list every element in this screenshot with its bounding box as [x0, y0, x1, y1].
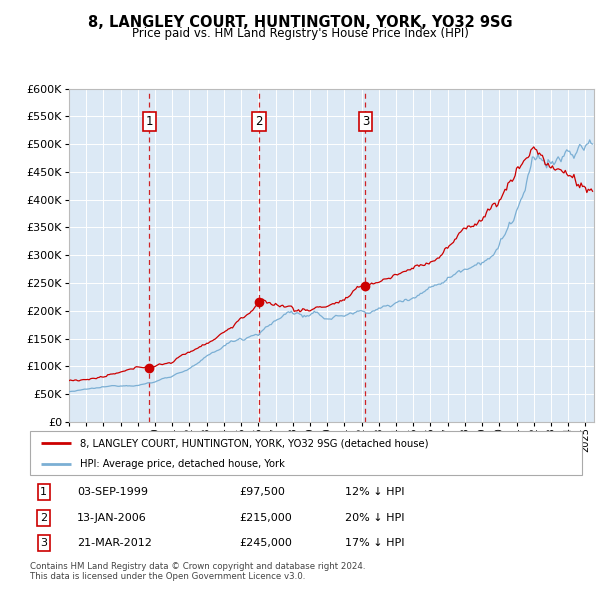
Text: £215,000: £215,000 [240, 513, 293, 523]
Text: 2: 2 [255, 115, 263, 129]
Text: 8, LANGLEY COURT, HUNTINGTON, YORK, YO32 9SG: 8, LANGLEY COURT, HUNTINGTON, YORK, YO32… [88, 15, 512, 30]
Text: 12% ↓ HPI: 12% ↓ HPI [344, 487, 404, 497]
Text: 3: 3 [362, 115, 369, 129]
Text: HPI: Average price, detached house, York: HPI: Average price, detached house, York [80, 459, 284, 469]
Text: Price paid vs. HM Land Registry's House Price Index (HPI): Price paid vs. HM Land Registry's House … [131, 27, 469, 40]
Text: 8, LANGLEY COURT, HUNTINGTON, YORK, YO32 9SG (detached house): 8, LANGLEY COURT, HUNTINGTON, YORK, YO32… [80, 438, 428, 448]
Text: 17% ↓ HPI: 17% ↓ HPI [344, 538, 404, 548]
Text: 1: 1 [146, 115, 153, 129]
Text: 21-MAR-2012: 21-MAR-2012 [77, 538, 152, 548]
Text: This data is licensed under the Open Government Licence v3.0.: This data is licensed under the Open Gov… [30, 572, 305, 581]
Text: £245,000: £245,000 [240, 538, 293, 548]
Text: 3: 3 [40, 538, 47, 548]
Text: 1: 1 [40, 487, 47, 497]
Text: 13-JAN-2006: 13-JAN-2006 [77, 513, 146, 523]
Text: 2: 2 [40, 513, 47, 523]
Text: Contains HM Land Registry data © Crown copyright and database right 2024.: Contains HM Land Registry data © Crown c… [30, 562, 365, 571]
Text: 03-SEP-1999: 03-SEP-1999 [77, 487, 148, 497]
Text: £97,500: £97,500 [240, 487, 286, 497]
Text: 20% ↓ HPI: 20% ↓ HPI [344, 513, 404, 523]
